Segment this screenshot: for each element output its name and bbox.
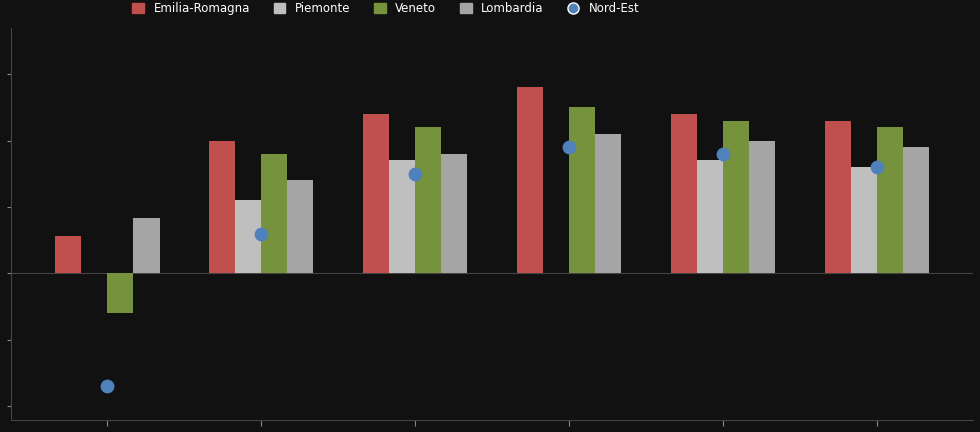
Bar bbox=[749, 140, 775, 273]
Point bbox=[99, 383, 115, 390]
Bar bbox=[55, 236, 81, 273]
Bar bbox=[261, 154, 287, 273]
Point bbox=[715, 150, 731, 157]
Bar bbox=[697, 160, 723, 273]
Bar bbox=[209, 140, 235, 273]
Bar bbox=[569, 107, 595, 273]
Bar bbox=[107, 273, 133, 313]
Bar bbox=[363, 114, 389, 273]
Bar bbox=[416, 127, 441, 273]
Bar bbox=[133, 218, 160, 273]
Bar bbox=[824, 121, 851, 273]
Bar bbox=[389, 160, 416, 273]
Bar bbox=[235, 200, 261, 273]
Bar bbox=[516, 87, 543, 273]
Bar bbox=[595, 134, 621, 273]
Bar bbox=[287, 181, 314, 273]
Bar bbox=[877, 127, 904, 273]
Bar bbox=[904, 147, 929, 273]
Bar bbox=[723, 121, 749, 273]
Point bbox=[253, 230, 269, 237]
Bar bbox=[670, 114, 697, 273]
Point bbox=[869, 164, 885, 171]
Point bbox=[562, 144, 577, 151]
Legend: Emilia-Romagna, Piemonte, Veneto, Lombardia, Nord-Est: Emilia-Romagna, Piemonte, Veneto, Lombar… bbox=[132, 2, 639, 15]
Point bbox=[408, 170, 423, 177]
Bar bbox=[851, 167, 877, 273]
Bar bbox=[441, 154, 467, 273]
